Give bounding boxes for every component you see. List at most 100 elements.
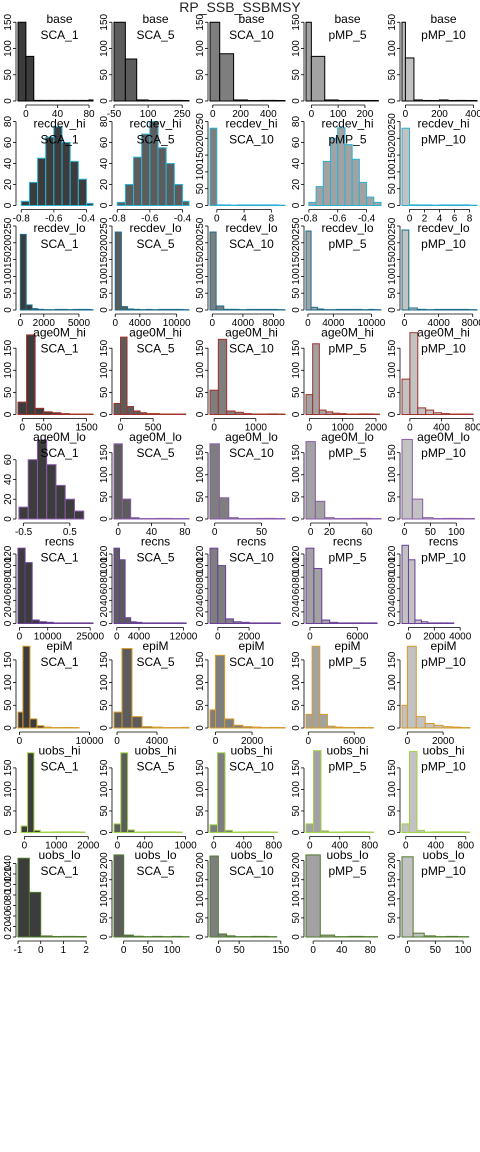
y-tick-label: 100 — [291, 557, 302, 574]
y-tick-label: 150 — [387, 759, 398, 776]
x-tick-label: 10000 — [163, 318, 191, 329]
histogram-bar — [232, 621, 242, 625]
y-tick-label: 200 — [291, 852, 302, 869]
x-tick-label: 400 — [260, 109, 277, 120]
histogram-bar — [17, 857, 30, 938]
panel-title-scenario: base — [430, 12, 456, 26]
y-tick-label: 150 — [99, 339, 110, 356]
x-tick-label: 50 — [142, 945, 154, 956]
x-tick-label: 0 — [407, 214, 413, 225]
histogram-bar — [261, 308, 271, 311]
y-tick-label: 200 — [195, 852, 206, 869]
y-tick-label: 100 — [291, 362, 302, 379]
y-tick-label: 40 — [195, 594, 206, 606]
x-tick-label: 100 — [448, 527, 465, 538]
y-tick-label: 150 — [3, 339, 14, 356]
panel-uobs_lo-SCA_10: 0 50 100 150 200 0 50 150 uobs_lo SCA_10 — [195, 848, 290, 956]
panel-title-model: SCA_10 — [229, 237, 274, 251]
x-tick-label: 0 — [211, 841, 217, 852]
panel-title-model: pMP_5 — [328, 28, 366, 42]
x-tick-label: 100 — [164, 945, 181, 956]
panel-title-scenario: recdev_hi — [417, 117, 469, 131]
panel-title-model: SCA_5 — [136, 342, 174, 356]
histogram-bar — [45, 136, 55, 206]
histogram-bar — [324, 517, 335, 520]
x-tick-label: 0 — [213, 736, 219, 747]
histogram-bar — [55, 308, 62, 311]
x-tick-label: 4000 — [428, 318, 451, 329]
y-tick-label: 120 — [3, 865, 14, 882]
panel-title-model: SCA_5 — [136, 760, 174, 774]
x-tick-label: 4000 — [449, 632, 472, 643]
x-tick-label: 0 — [403, 109, 409, 120]
y-tick-label: 100 — [3, 674, 14, 691]
histogram-bar — [155, 517, 165, 520]
x-tick-label: 0 — [18, 318, 24, 329]
y-tick-label: 80 — [291, 571, 302, 583]
y-tick-label: 100 — [291, 674, 302, 691]
histogram-bar — [135, 621, 143, 625]
histogram-bar — [236, 204, 245, 206]
histogram-bar — [224, 829, 233, 833]
histogram-bar — [408, 307, 418, 311]
histogram-bar — [230, 308, 240, 311]
y-tick-label: 100 — [195, 781, 206, 798]
y-tick-label: 20 — [291, 179, 302, 191]
y-tick-label: 50 — [99, 699, 110, 711]
panel-title-model: SCA_5 — [136, 28, 174, 42]
y-tick-label: 150 — [387, 251, 398, 268]
panel-title-model: SCA_5 — [136, 446, 174, 460]
histogram-bar — [145, 308, 153, 311]
y-tick-label: 50 — [291, 699, 302, 711]
y-tick-label: 250 — [195, 217, 206, 234]
panel-title-model: SCA_1 — [40, 551, 78, 565]
y-tick-label: 100 — [387, 362, 398, 379]
x-tick-label: 40 — [146, 527, 158, 538]
histogram-bar — [28, 891, 42, 938]
panel-title-model: SCA_10 — [229, 28, 274, 42]
x-tick-label: 0 — [309, 109, 315, 120]
y-tick-label: 60 — [387, 583, 398, 595]
histogram-bar — [247, 831, 256, 834]
histogram-bar — [28, 181, 39, 206]
y-tick-label: 120 — [99, 545, 110, 562]
panel-title-scenario: base — [334, 12, 360, 26]
y-tick-label: 50 — [387, 699, 398, 711]
x-tick-label: 400 — [465, 109, 480, 120]
x-tick-label: -0.6 — [329, 214, 347, 225]
histogram-bar — [60, 413, 70, 415]
y-tick-label: 100 — [3, 876, 14, 893]
histogram-bar — [459, 308, 469, 311]
y-tick-label: 0 — [195, 98, 206, 104]
histogram-bar — [209, 855, 219, 938]
panel-title-scenario: base — [46, 12, 72, 26]
panel-age0M_lo-SCA_10: 0 50 100 150 0 50 age0M_lo SCA_10 — [195, 430, 286, 538]
histogram-bar — [401, 544, 409, 624]
y-tick-label: 150 — [291, 13, 302, 30]
y-tick-label: 100 — [99, 674, 110, 691]
x-tick-label: 0 — [307, 841, 313, 852]
panel-title-model: pMP_5 — [328, 237, 366, 251]
y-tick-label: 0 — [3, 829, 14, 835]
panel-title-scenario: base — [142, 12, 168, 26]
x-tick-label: 2000 — [432, 736, 455, 747]
panel-title-scenario: uobs_hi — [38, 744, 80, 758]
x-tick-label: -0.5 — [15, 527, 33, 538]
x-tick-label: 2 — [83, 945, 89, 956]
histogram-bar — [215, 305, 225, 311]
histogram-bar — [64, 726, 73, 729]
y-tick-label: 150 — [99, 251, 110, 268]
x-tick-label: 0 — [114, 632, 120, 643]
x-tick-label: 2000 — [423, 632, 446, 643]
y-tick-label: 100 — [195, 40, 206, 57]
panel-title-model: pMP_5 — [328, 551, 366, 565]
y-tick-label: 100 — [195, 557, 206, 574]
histogram-bar — [147, 99, 160, 102]
y-tick-label: 0 — [195, 620, 206, 626]
histogram-bar — [240, 621, 250, 625]
panel-age0M_hi-pMP_5: 0 50 100 150 0 1000 2000 age0M_hi pMP_5 — [291, 326, 388, 434]
x-tick-label: 0 — [214, 214, 220, 225]
x-tick-label: 0 — [405, 736, 411, 747]
y-tick-label: 200 — [3, 234, 14, 251]
histogram-bar — [343, 831, 352, 834]
